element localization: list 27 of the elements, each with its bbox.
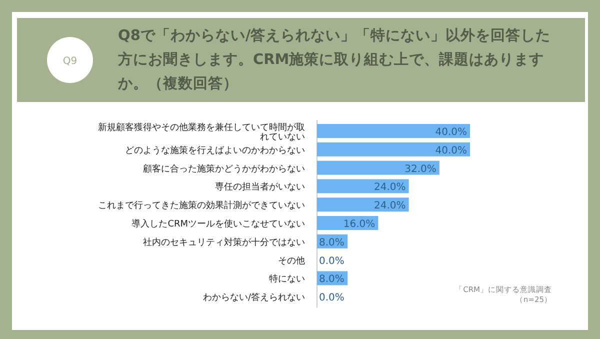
- data-label: 16.0%: [343, 219, 376, 230]
- y-tick-label: 社内のセキュリティ対策が十分ではない: [143, 236, 305, 248]
- bar: [317, 160, 440, 175]
- data-label: 40.0%: [435, 127, 467, 138]
- y-tick-label: どのような施策を行えばよいのかわからない: [125, 144, 305, 156]
- data-label: 8.0%: [319, 237, 344, 248]
- bar: [317, 142, 470, 156]
- bar: [317, 179, 409, 194]
- y-tick-label: 特にない: [269, 274, 305, 285]
- bar: [317, 198, 409, 212]
- data-label: 40.0%: [435, 145, 467, 156]
- y-tick-label: 新規顧客獲得やその他業務を兼任していて時間が取れていない: [98, 122, 305, 142]
- data-label: 0.0%: [319, 292, 344, 304]
- y-tick-label: その他: [278, 255, 305, 266]
- y-tick-label: 専任の担当者がいない: [215, 182, 305, 193]
- title: Q8で「わからない/答えられない」「特にない」以外を回答した方にお聞きします。CRM施策に取り組む上で、課題はありますか。（複数回答）: [118, 28, 551, 92]
- y-tick-label: 顧客に合った施策かどうかがわからない: [143, 163, 305, 174]
- data-label: 32.0%: [404, 164, 436, 175]
- data-label: 8.0%: [319, 274, 344, 286]
- text: Q9: [62, 56, 78, 67]
- y-tick-label: わからない/答えられない: [202, 292, 305, 304]
- y-tick-label: これまで行ってきた施策の効果計測ができていない: [98, 200, 305, 212]
- bar: [317, 124, 470, 138]
- y-tick-label: 導入したCRMツールを使いこなせていない: [132, 218, 305, 230]
- data-label: 0.0%: [319, 256, 344, 267]
- data-label: 24.0%: [374, 200, 406, 212]
- data-label: 24.0%: [374, 182, 406, 194]
